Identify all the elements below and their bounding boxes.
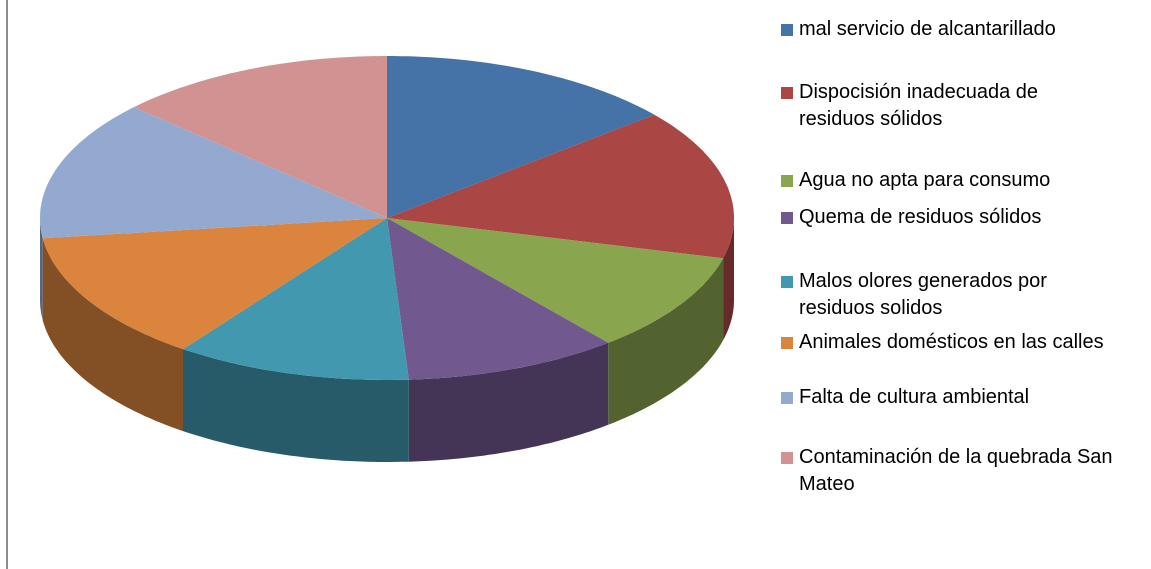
- legend-swatch: [781, 24, 793, 36]
- frame-border: [6, 0, 8, 569]
- legend-label: Contaminación de la quebrada San Mateo: [799, 446, 1113, 495]
- legend-label: Falta de cultura ambiental: [799, 386, 1030, 408]
- legend-item: Quema de residuos sólidos: [781, 204, 1117, 231]
- slice: [40, 107, 387, 239]
- legend-label: Dispocisión inadecuada de residuos sólid…: [799, 81, 1039, 130]
- slice-side: [42, 238, 184, 432]
- slice-side: [183, 349, 409, 462]
- slice: [387, 114, 734, 259]
- slice-side: [608, 258, 724, 425]
- legend-label: Malos olores generados por residuos soli…: [799, 270, 1047, 319]
- legend-swatch: [781, 212, 793, 224]
- legend-label: mal servicio de alcantarillado: [799, 18, 1056, 40]
- legend-swatch: [781, 452, 793, 464]
- legend-swatch: [781, 392, 793, 404]
- legend-label: Agua no apta para consumo: [799, 169, 1051, 191]
- slice: [387, 218, 609, 380]
- slice: [387, 218, 724, 343]
- legend-item: Animales domésticos en las calles: [781, 329, 1117, 356]
- slice: [134, 56, 387, 218]
- legend-swatch: [781, 175, 793, 187]
- legend-item: Agua no apta para consumo: [781, 167, 1117, 194]
- legend-item: Falta de cultura ambiental: [781, 384, 1117, 411]
- slice-side: [723, 218, 734, 341]
- legend-item: Dispocisión inadecuada de residuos sólid…: [781, 79, 1117, 133]
- legend-item: Malos olores generados por residuos soli…: [781, 268, 1117, 322]
- legend-swatch: [781, 87, 793, 99]
- legend-label: Animales domésticos en las calles: [799, 331, 1104, 353]
- legend-item: Contaminación de la quebrada San Mateo: [781, 444, 1117, 498]
- legend-swatch: [781, 337, 793, 349]
- slice: [387, 56, 655, 218]
- slice-side: [408, 342, 609, 462]
- slice: [42, 218, 387, 350]
- slice-side: [40, 218, 43, 321]
- pie-plot: [40, 56, 734, 462]
- legend-item: mal servicio de alcantarillado: [781, 16, 1117, 43]
- legend-swatch: [781, 276, 793, 288]
- legend-label: Quema de residuos sólidos: [799, 206, 1042, 228]
- slice: [183, 218, 409, 380]
